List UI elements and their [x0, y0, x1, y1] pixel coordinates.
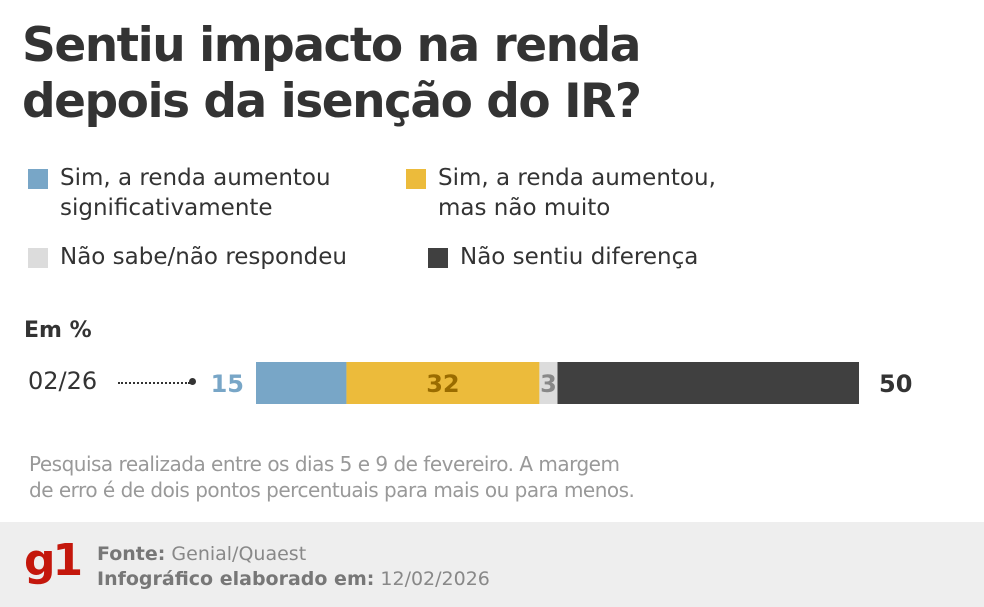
data-label-1: 15 — [211, 370, 244, 398]
legend-swatch-no-difference — [428, 248, 448, 268]
legend-swatch-significant — [28, 169, 48, 189]
source-line: Fonte: Genial/Quaest — [97, 543, 307, 565]
legend-swatch-dont-know — [28, 248, 48, 268]
footer — [0, 522, 984, 607]
bar-segment-4 — [557, 362, 859, 404]
bar-segment-3 — [539, 362, 558, 404]
chart-title: Sentiu impacto na renda depois da isençã… — [22, 18, 642, 130]
legend-label-no-difference: Não sentiu diferença — [460, 244, 699, 270]
leader-dot — [189, 378, 196, 385]
legend-label-significant: Sim, a renda aumentou significativamente — [60, 165, 331, 221]
title-line-2: depois da isenção do IR? — [22, 74, 642, 129]
data-label-2: 32 — [426, 370, 459, 398]
legend-swatch-not-much — [406, 169, 426, 189]
title-line-1: Sentiu impacto na renda — [22, 18, 641, 73]
legend-label-not-much: Sim, a renda aumentou, mas não muito — [438, 165, 716, 221]
date-line: Infográfico elaborado em: 12/02/2026 — [97, 568, 490, 590]
bar-segment-2 — [346, 362, 540, 404]
leader-line — [118, 382, 190, 384]
bar-segment-1 — [256, 362, 347, 404]
legend-label-dont-know: Não sabe/não respondeu — [60, 244, 347, 270]
data-label-4: 50 — [879, 370, 912, 398]
methodology-note: Pesquisa realizada entre os dias 5 e 9 d… — [29, 452, 635, 502]
data-label-3: 3 — [540, 370, 557, 398]
stacked-bar-chart: 15 32 3 50 — [211, 362, 912, 404]
category-label: 02/26 — [28, 367, 98, 395]
unit-label: Em % — [24, 318, 92, 343]
g1-logo: g1 — [24, 535, 83, 586]
